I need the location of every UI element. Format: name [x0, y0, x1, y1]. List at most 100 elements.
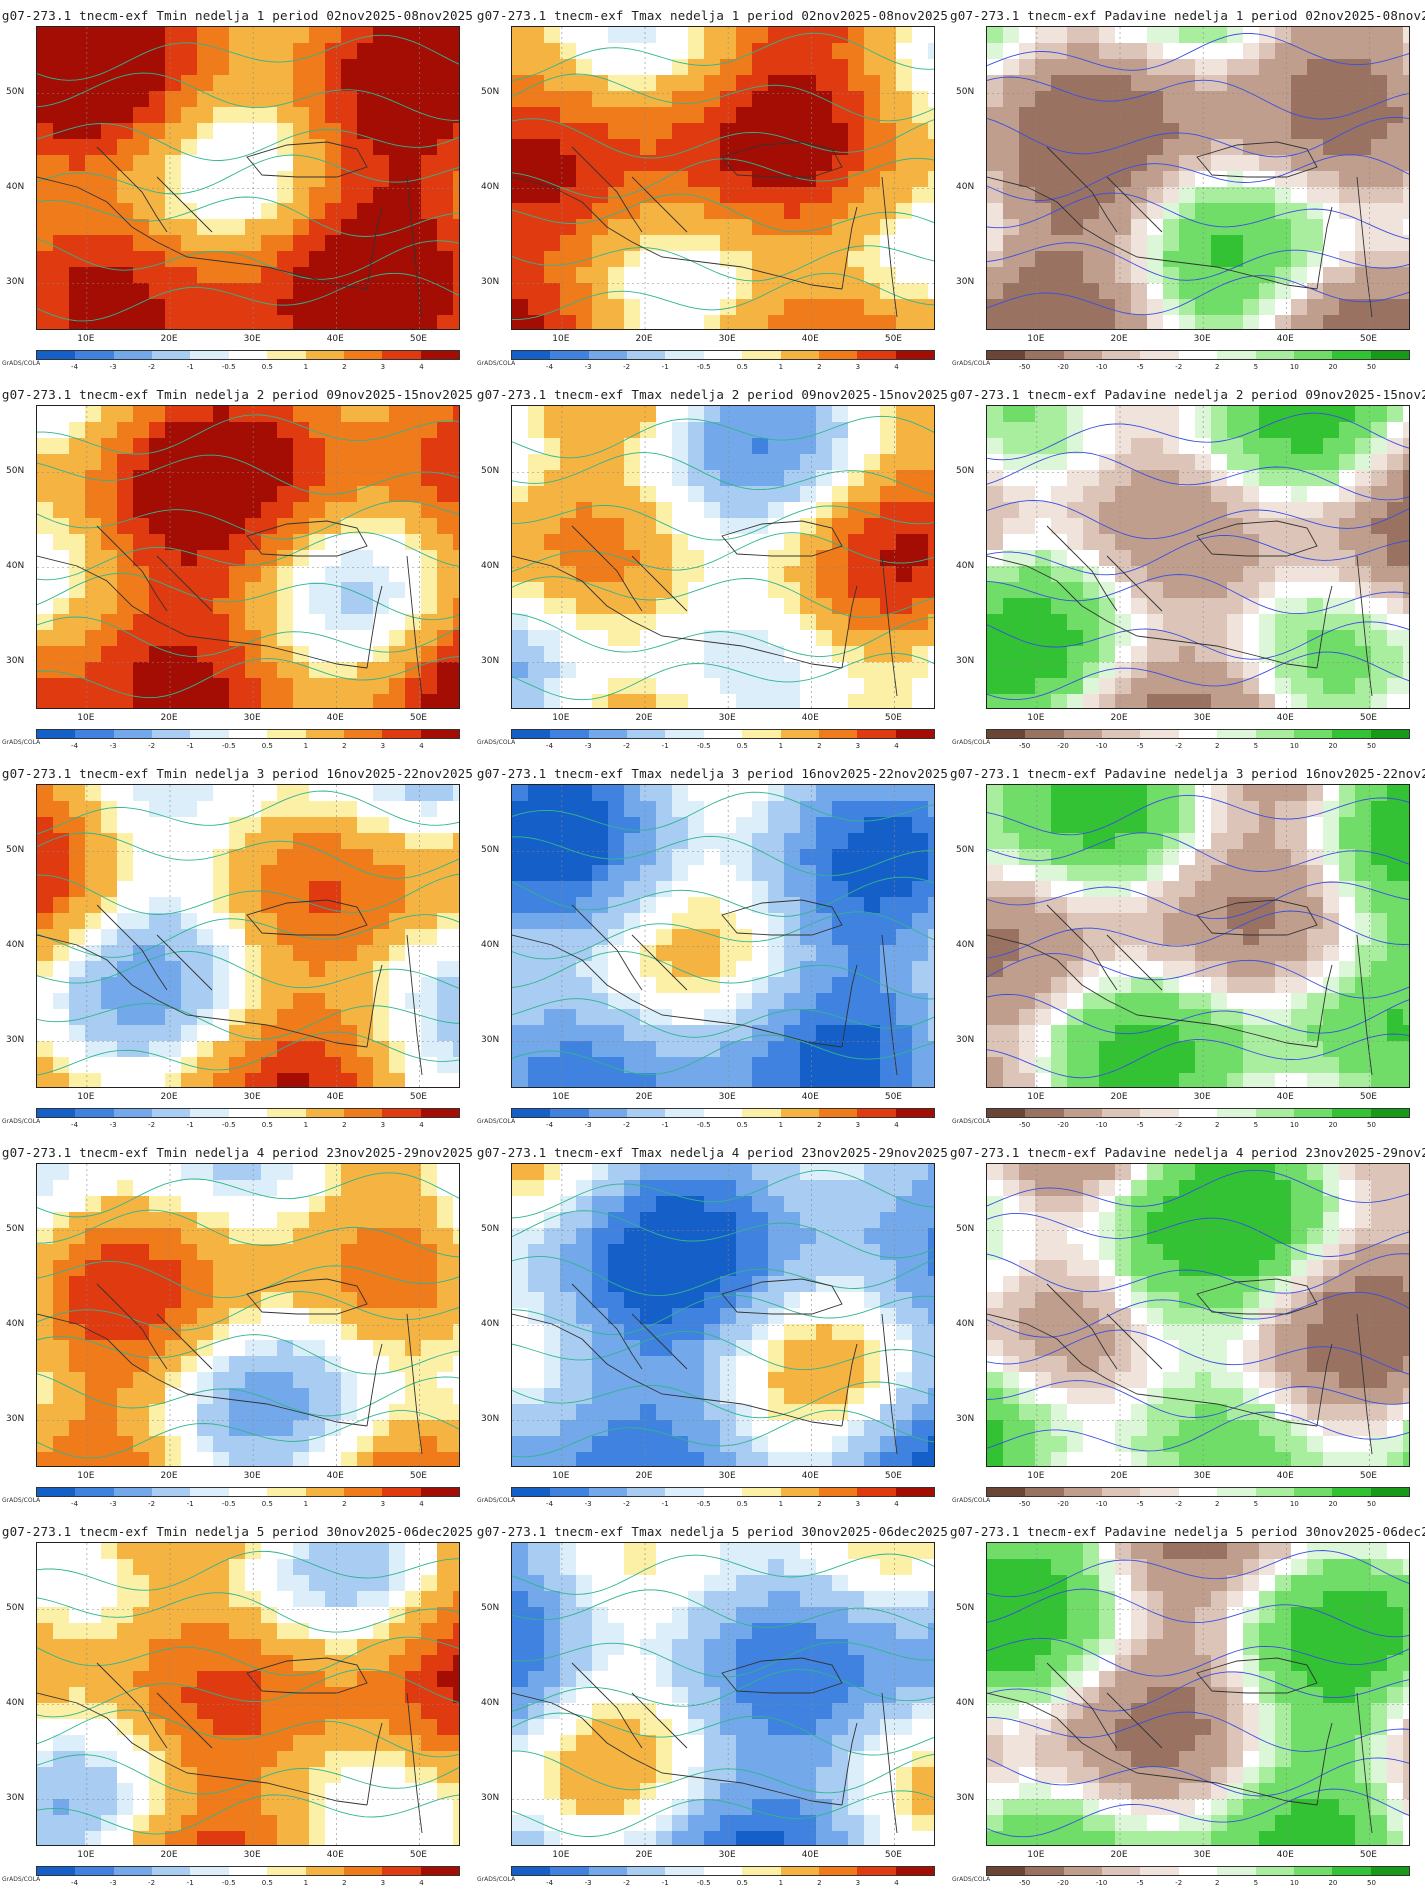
anomaly-cell	[1323, 694, 1340, 708]
anomaly-cell	[341, 881, 358, 898]
anomaly-cell	[528, 187, 545, 204]
anomaly-cell	[912, 438, 929, 455]
anomaly-cell	[1323, 929, 1340, 946]
anomaly-cell	[640, 598, 657, 615]
anomaly-cell	[1115, 406, 1132, 423]
anomaly-cell	[832, 630, 849, 647]
anomaly-cell	[37, 566, 54, 583]
anomaly-cell	[1387, 27, 1404, 44]
anomaly-cell	[987, 91, 1004, 108]
anomaly-cell	[1259, 406, 1276, 423]
anomaly-cell	[181, 582, 198, 599]
anomaly-cell	[1211, 75, 1228, 92]
anomaly-cell	[1067, 630, 1084, 647]
colorbar-swatch	[420, 730, 459, 738]
anomaly-cell	[800, 785, 817, 802]
anomaly-cell	[768, 155, 785, 172]
colorbar-tick-label: 10	[1289, 742, 1299, 750]
anomaly-cell	[325, 43, 342, 60]
anomaly-cell	[528, 694, 545, 708]
colorbar-swatch	[742, 351, 781, 359]
contour-line	[37, 196, 459, 237]
anomaly-cell	[1019, 785, 1036, 802]
anomaly-cell	[53, 961, 70, 978]
anomaly-cell	[560, 502, 577, 519]
anomaly-cell	[1067, 678, 1084, 695]
anomaly-cell	[309, 219, 326, 236]
anomaly-cell	[880, 486, 897, 503]
anomaly-cell	[816, 406, 833, 423]
anomaly-cell	[752, 801, 769, 818]
anomaly-cell	[816, 454, 833, 471]
anomaly-cell	[149, 833, 166, 850]
anomaly-cell	[1131, 913, 1148, 930]
anomaly-cell	[389, 534, 406, 551]
anomaly-cell	[149, 59, 166, 76]
anomaly-cell	[149, 171, 166, 188]
anomaly-cell	[1035, 534, 1052, 551]
anomaly-cell	[53, 155, 70, 172]
anomaly-cell	[389, 75, 406, 92]
anomaly-cell	[1083, 203, 1100, 220]
anomaly-cell	[245, 801, 262, 818]
anomaly-cell	[1323, 187, 1340, 204]
anomaly-cell	[800, 107, 817, 124]
anomaly-cell	[405, 1009, 422, 1026]
anomaly-cell	[656, 1009, 673, 1026]
anomaly-cell	[800, 993, 817, 1010]
anomaly-cell	[293, 881, 310, 898]
anomaly-cell	[1355, 817, 1372, 834]
anomaly-cell	[1387, 566, 1404, 583]
anomaly-cell	[576, 550, 593, 567]
anomaly-cell	[117, 961, 134, 978]
anomaly-cell	[624, 1057, 641, 1074]
anomaly-cell	[453, 486, 459, 503]
anomaly-cell	[1067, 833, 1084, 850]
anomaly-cell	[576, 267, 593, 284]
colorbar-swatch	[780, 730, 819, 738]
anomaly-cell	[848, 929, 865, 946]
anomaly-map	[36, 784, 460, 1088]
anomaly-cell	[389, 929, 406, 946]
anomaly-cell	[912, 251, 929, 268]
anomaly-cell	[896, 678, 913, 695]
anomaly-cell	[800, 929, 817, 946]
anomaly-cell	[437, 646, 454, 663]
anomaly-cell	[560, 993, 577, 1010]
anomaly-cell	[101, 881, 118, 898]
anomaly-cell	[437, 1073, 454, 1087]
anomaly-cell	[736, 59, 753, 76]
anomaly-cell	[1211, 801, 1228, 818]
anomaly-cell	[896, 139, 913, 156]
anomaly-cell	[1115, 139, 1132, 156]
anomaly-cell	[229, 817, 246, 834]
anomaly-cell	[229, 614, 246, 631]
anomaly-cell	[277, 993, 294, 1010]
anomaly-cell	[1003, 849, 1020, 866]
anomaly-cell	[85, 961, 102, 978]
anomaly-cell	[1259, 801, 1276, 818]
anomaly-cell	[1259, 833, 1276, 850]
anomaly-cell	[1259, 630, 1276, 647]
anomaly-cell	[1147, 785, 1164, 802]
anomaly-cell	[1067, 897, 1084, 914]
anomaly-cell	[512, 438, 529, 455]
anomaly-cell	[1003, 662, 1020, 679]
anomaly-cell	[544, 203, 561, 220]
anomaly-cell	[165, 1009, 182, 1026]
anomaly-cell	[1371, 315, 1388, 329]
anomaly-cell	[987, 422, 1004, 439]
anomaly-cell	[987, 1009, 1004, 1026]
anomaly-cell	[1259, 694, 1276, 708]
colorbar-tick-label: -1	[661, 363, 669, 371]
anomaly-cell	[1179, 406, 1196, 423]
anomaly-cell	[752, 219, 769, 236]
anomaly-cell	[117, 155, 134, 172]
anomaly-cell	[752, 486, 769, 503]
coastline	[987, 555, 1318, 669]
anomaly-cell	[928, 694, 934, 708]
anomaly-cell	[1163, 1009, 1180, 1026]
anomaly-cell	[213, 454, 230, 471]
anomaly-cell	[1307, 662, 1324, 679]
anomaly-cell	[341, 27, 358, 44]
